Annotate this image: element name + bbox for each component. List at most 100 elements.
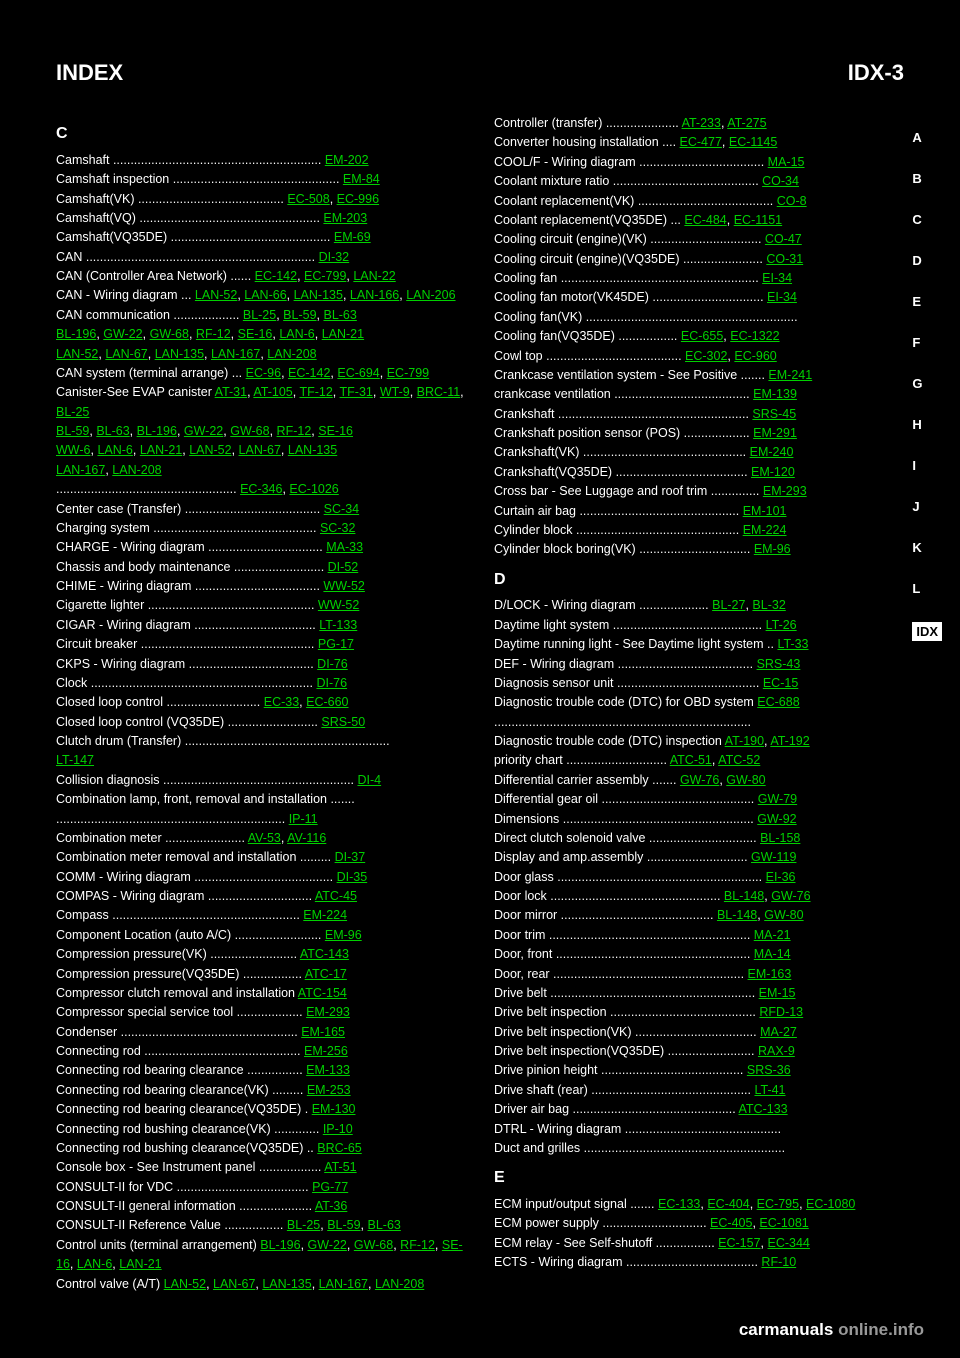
page-ref-link[interactable]: EM-165 bbox=[301, 1025, 345, 1039]
page-ref-link[interactable]: EC-688 bbox=[757, 695, 799, 709]
page-ref-link[interactable]: WT-9 bbox=[380, 385, 410, 399]
page-ref-link[interactable]: BL-63 bbox=[323, 308, 356, 322]
tab-j[interactable]: J bbox=[912, 499, 942, 514]
page-ref-link[interactable]: EC-1026 bbox=[289, 482, 338, 496]
tab-c[interactable]: C bbox=[912, 212, 942, 227]
page-ref-link[interactable]: DI-76 bbox=[316, 676, 347, 690]
page-ref-link[interactable]: RFD-13 bbox=[759, 1005, 803, 1019]
page-ref-link[interactable]: EC-142 bbox=[255, 269, 297, 283]
page-ref-link[interactable]: AV-53 bbox=[248, 831, 281, 845]
page-ref-link[interactable]: BL-25 bbox=[56, 405, 89, 419]
page-ref-link[interactable]: EC-655 bbox=[681, 329, 723, 343]
page-ref-link[interactable]: MA-14 bbox=[754, 947, 791, 961]
page-ref-link[interactable]: BL-59 bbox=[56, 424, 89, 438]
page-ref-link[interactable]: GW-79 bbox=[758, 792, 797, 806]
page-ref-link[interactable]: EC-694 bbox=[337, 366, 379, 380]
page-ref-link[interactable]: MA-21 bbox=[754, 928, 791, 942]
page-ref-link[interactable]: EC-133 bbox=[658, 1197, 700, 1211]
page-ref-link[interactable]: RF-12 bbox=[196, 327, 231, 341]
page-ref-link[interactable]: BL-148 bbox=[717, 908, 757, 922]
page-ref-link[interactable]: EC-142 bbox=[288, 366, 330, 380]
page-ref-link[interactable]: IP-11 bbox=[289, 812, 318, 826]
page-ref-link[interactable]: EC-996 bbox=[337, 192, 379, 206]
page-ref-link[interactable]: GW-80 bbox=[726, 773, 765, 787]
page-ref-link[interactable]: ATC-45 bbox=[315, 889, 357, 903]
page-ref-link[interactable]: EM-224 bbox=[303, 908, 347, 922]
page-ref-link[interactable]: EC-1081 bbox=[759, 1216, 808, 1230]
tab-g[interactable]: G bbox=[912, 376, 942, 391]
page-ref-link[interactable]: EC-960 bbox=[734, 349, 776, 363]
page-ref-link[interactable]: AT-51 bbox=[324, 1160, 356, 1174]
page-ref-link[interactable]: GW-119 bbox=[751, 850, 796, 864]
page-ref-link[interactable]: BL-59 bbox=[327, 1218, 360, 1232]
page-ref-link[interactable]: EM-224 bbox=[743, 523, 787, 537]
page-ref-link[interactable]: EM-15 bbox=[759, 986, 796, 1000]
page-ref-link[interactable]: EC-795 bbox=[757, 1197, 799, 1211]
page-ref-link[interactable]: WW-52 bbox=[318, 598, 359, 612]
tab-i[interactable]: I bbox=[912, 458, 942, 473]
page-ref-link[interactable]: GW-80 bbox=[764, 908, 803, 922]
page-ref-link[interactable]: EC-484 bbox=[684, 213, 726, 227]
page-ref-link[interactable]: EC-1145 bbox=[729, 135, 777, 149]
page-ref-link[interactable]: LT-133 bbox=[319, 618, 357, 632]
page-ref-link[interactable]: RF-12 bbox=[400, 1238, 435, 1252]
page-ref-link[interactable]: TF-12 bbox=[299, 385, 332, 399]
page-ref-link[interactable]: BL-27 bbox=[712, 598, 745, 612]
page-ref-link[interactable]: SRS-50 bbox=[321, 715, 365, 729]
page-ref-link[interactable]: LAN-135 bbox=[155, 347, 204, 361]
page-ref-link[interactable]: BL-63 bbox=[96, 424, 129, 438]
page-ref-link[interactable]: EM-133 bbox=[306, 1063, 350, 1077]
page-ref-link[interactable]: LAN-52 bbox=[195, 288, 237, 302]
page-ref-link[interactable]: LAN-166 bbox=[350, 288, 399, 302]
page-ref-link[interactable]: BL-25 bbox=[287, 1218, 320, 1232]
page-ref-link[interactable]: RAX-9 bbox=[758, 1044, 795, 1058]
page-ref-link[interactable]: EM-96 bbox=[754, 542, 791, 556]
page-ref-link[interactable]: CO-8 bbox=[777, 194, 807, 208]
page-ref-link[interactable]: LAN-21 bbox=[322, 327, 364, 341]
page-ref-link[interactable]: LAN-67 bbox=[213, 1277, 255, 1291]
page-ref-link[interactable]: BRC-65 bbox=[317, 1141, 361, 1155]
page-ref-link[interactable]: EM-120 bbox=[751, 465, 795, 479]
page-ref-link[interactable]: RF-10 bbox=[761, 1255, 796, 1269]
page-ref-link[interactable]: BL-148 bbox=[724, 889, 764, 903]
page-ref-link[interactable]: GW-22 bbox=[184, 424, 223, 438]
tab-l[interactable]: L bbox=[912, 581, 942, 596]
page-ref-link[interactable]: LAN-21 bbox=[119, 1257, 161, 1271]
page-ref-link[interactable]: BL-25 bbox=[243, 308, 276, 322]
page-ref-link[interactable]: LT-26 bbox=[766, 618, 797, 632]
page-ref-link[interactable]: EC-344 bbox=[768, 1236, 810, 1250]
page-ref-link[interactable]: EM-101 bbox=[743, 504, 787, 518]
page-ref-link[interactable]: SC-34 bbox=[324, 502, 359, 516]
tab-e[interactable]: E bbox=[912, 294, 942, 309]
page-ref-link[interactable]: LAN-67 bbox=[105, 347, 147, 361]
page-ref-link[interactable]: EC-96 bbox=[246, 366, 281, 380]
page-ref-link[interactable]: IP-10 bbox=[323, 1122, 353, 1136]
page-ref-link[interactable]: LT-41 bbox=[754, 1083, 785, 1097]
page-ref-link[interactable]: BL-196 bbox=[137, 424, 177, 438]
page-ref-link[interactable]: EC-508 bbox=[287, 192, 329, 206]
page-ref-link[interactable]: SC-32 bbox=[320, 521, 355, 535]
tab-b[interactable]: B bbox=[912, 171, 942, 186]
page-ref-link[interactable]: PG-17 bbox=[318, 637, 354, 651]
page-ref-link[interactable]: EC-799 bbox=[304, 269, 346, 283]
page-ref-link[interactable]: ATC-17 bbox=[305, 967, 347, 981]
page-ref-link[interactable]: BL-158 bbox=[760, 831, 800, 845]
page-ref-link[interactable]: DI-4 bbox=[357, 773, 381, 787]
page-ref-link[interactable]: GW-68 bbox=[150, 327, 189, 341]
page-ref-link[interactable]: EC-157 bbox=[718, 1236, 760, 1250]
page-ref-link[interactable]: EM-293 bbox=[306, 1005, 350, 1019]
page-ref-link[interactable]: EI-34 bbox=[762, 271, 792, 285]
page-ref-link[interactable]: ATC-51 bbox=[670, 753, 712, 767]
page-ref-link[interactable]: LAN-52 bbox=[164, 1277, 206, 1291]
page-ref-link[interactable]: BL-196 bbox=[260, 1238, 300, 1252]
page-ref-link[interactable]: BL-63 bbox=[368, 1218, 401, 1232]
tab-a[interactable]: A bbox=[912, 130, 942, 145]
page-ref-link[interactable]: MA-15 bbox=[768, 155, 805, 169]
page-ref-link[interactable]: SRS-36 bbox=[747, 1063, 791, 1077]
page-ref-link[interactable]: ATC-133 bbox=[739, 1102, 788, 1116]
page-ref-link[interactable]: ATC-143 bbox=[300, 947, 349, 961]
page-ref-link[interactable]: BL-196 bbox=[56, 327, 96, 341]
page-ref-link[interactable]: DI-52 bbox=[328, 560, 359, 574]
page-ref-link[interactable]: EM-253 bbox=[307, 1083, 351, 1097]
tab-h[interactable]: H bbox=[912, 417, 942, 432]
